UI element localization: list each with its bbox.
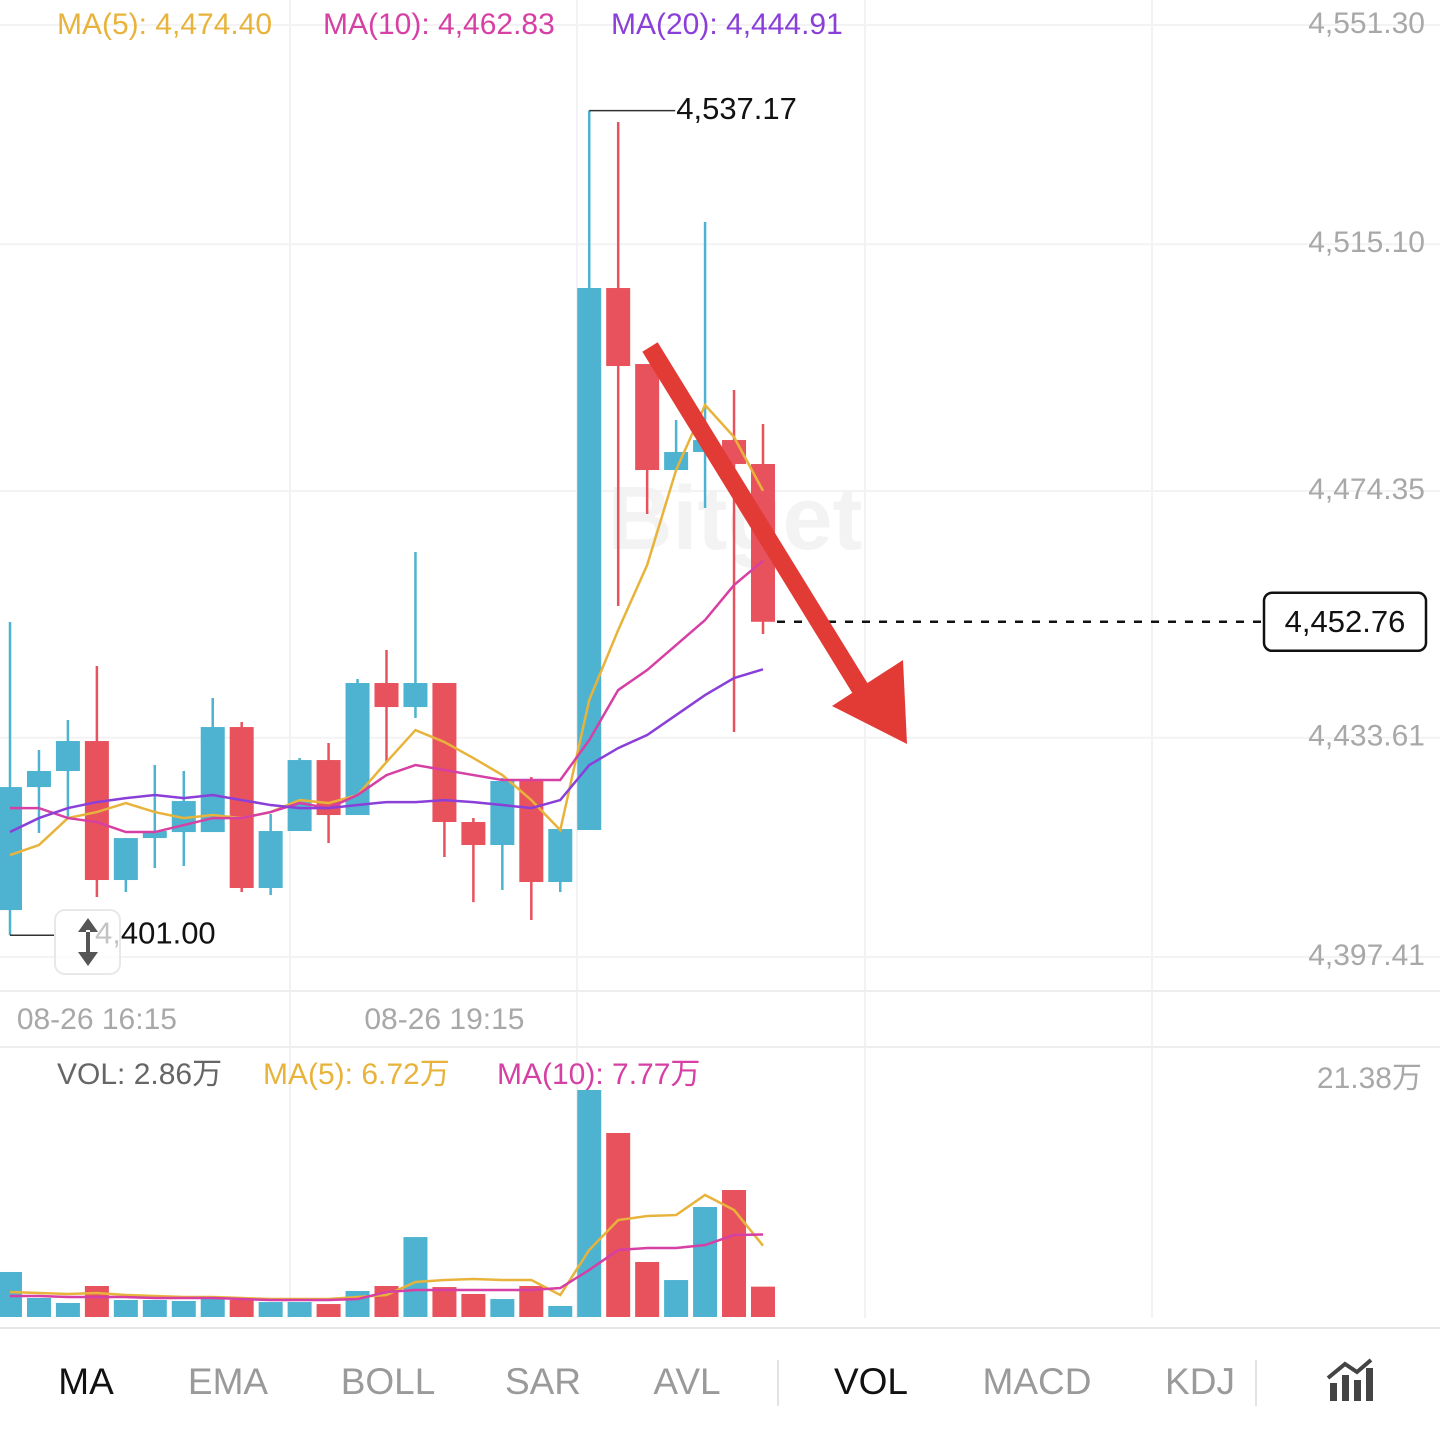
ma-line xyxy=(10,559,764,834)
volume-bar xyxy=(316,1304,341,1317)
y-tick-label: 4,433.61 xyxy=(1308,720,1425,753)
last-price-label: 4,452.76 xyxy=(1285,604,1406,639)
indicator-tab[interactable]: EMA xyxy=(188,1361,269,1402)
volume-bar xyxy=(171,1300,196,1317)
volume-bar xyxy=(0,1271,22,1317)
volume-bar xyxy=(664,1280,689,1317)
candle-body xyxy=(229,727,254,889)
volume-bar xyxy=(200,1297,225,1317)
trend-arrow xyxy=(642,342,907,744)
volume-bar xyxy=(432,1287,457,1317)
icon-bar xyxy=(1330,1383,1337,1401)
volume-bar xyxy=(229,1300,254,1317)
max-label: 4,537.17 xyxy=(676,91,797,126)
x-tick-label: 08-26 19:15 xyxy=(364,1003,524,1036)
indicator-tab[interactable]: VOL xyxy=(834,1361,908,1402)
indicator-tab[interactable]: MA xyxy=(58,1361,114,1402)
indicator-tab[interactable]: KDJ xyxy=(1165,1361,1235,1402)
volume-bar xyxy=(113,1300,138,1317)
candle-body xyxy=(606,288,631,367)
x-tick-label: 08-26 16:15 xyxy=(17,1003,177,1036)
candle-body xyxy=(55,741,80,772)
volume-bar xyxy=(461,1293,486,1317)
legend-entry: MA(5): 6.72万 xyxy=(263,1058,450,1091)
scale-icon[interactable] xyxy=(54,909,121,975)
volume-bar xyxy=(548,1305,573,1317)
y-tick-label: 21.38万 xyxy=(1317,1062,1422,1095)
icon-arrows xyxy=(78,918,98,966)
volume-bar xyxy=(55,1302,80,1317)
legend-entry: MA(20): 4,444.91 xyxy=(611,8,843,41)
candle-body xyxy=(142,831,167,839)
indicator-tab[interactable]: BOLL xyxy=(341,1361,436,1402)
volume-bar xyxy=(287,1302,312,1317)
volume-bar xyxy=(606,1133,631,1317)
arrow-head xyxy=(832,660,907,744)
volume-bar xyxy=(26,1297,51,1317)
volume-bar xyxy=(693,1207,718,1317)
vertical-grid xyxy=(289,0,1153,1318)
candle-body xyxy=(0,787,22,911)
y-tick-label: 4,515.10 xyxy=(1308,226,1425,259)
candle-body xyxy=(577,288,602,830)
legend-entry: MA(10): 4,462.83 xyxy=(323,8,555,41)
volume-bar xyxy=(635,1262,660,1317)
candle-body xyxy=(403,683,428,708)
indicator-tab[interactable]: AVL xyxy=(653,1361,720,1402)
candle-body xyxy=(258,831,283,889)
volume-bar xyxy=(345,1290,370,1317)
volume-bar xyxy=(258,1302,283,1317)
volume-bar xyxy=(490,1299,515,1317)
last-price-box xyxy=(1262,591,1428,653)
candle-body xyxy=(519,779,544,883)
volume-bar xyxy=(84,1285,109,1317)
icon-line xyxy=(1326,1358,1373,1380)
legend-entry: MA(10): 7.77万 xyxy=(497,1058,700,1091)
candle-body xyxy=(490,781,515,846)
y-tick-label: 4,397.41 xyxy=(1308,939,1425,972)
candle-body xyxy=(113,838,138,881)
volume-bar xyxy=(142,1300,167,1317)
indicator-tab[interactable]: MACD xyxy=(983,1361,1092,1402)
icon-bar xyxy=(1366,1368,1373,1401)
y-tick-label: 4,474.35 xyxy=(1308,473,1425,506)
candle-body xyxy=(374,683,399,708)
ma-line xyxy=(9,402,765,857)
candle-body xyxy=(26,771,51,788)
candle-body xyxy=(345,683,370,816)
ma-line xyxy=(9,668,764,834)
candle-body xyxy=(548,829,573,883)
ma-line xyxy=(9,1193,764,1301)
candle-body xyxy=(635,364,660,471)
legend-entry: MA(5): 4,474.40 xyxy=(57,8,272,41)
volume-bar xyxy=(751,1286,775,1317)
plot: 4,551.30 4,515.10 4,474.35 4,433.61 4,397.41… xyxy=(0,7,1440,1317)
candle-body xyxy=(287,760,312,832)
indicator-tab[interactable]: SAR xyxy=(505,1361,581,1402)
volume-bar xyxy=(577,1090,602,1317)
volume-legend: VOL: 2.86万 xyxy=(57,1058,222,1091)
ma-line xyxy=(10,1233,764,1302)
candle-body xyxy=(461,822,486,846)
arrow-shaft xyxy=(642,342,874,703)
y-tick-label: 4,551.30 xyxy=(1308,7,1425,40)
chart-settings-icon[interactable] xyxy=(1326,1358,1373,1401)
volume-bar xyxy=(403,1237,428,1317)
icon-bar xyxy=(1342,1375,1349,1401)
icon-bar xyxy=(1354,1380,1361,1401)
